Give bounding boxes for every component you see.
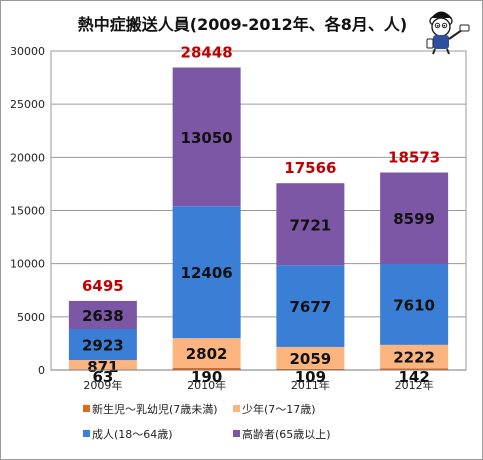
total-label: 17566 [284,159,336,177]
x-tick-label: 2012年 [395,378,434,392]
data-label: 7677 [290,298,332,316]
data-label: 2802 [186,345,228,363]
data-label: 7610 [393,296,435,314]
total-label: 28448 [181,44,233,62]
bar-segment [380,344,449,369]
bar-segment [68,328,137,361]
data-label: 2923 [82,337,124,355]
legend-label: 高齢者(65歳以上) [242,427,331,441]
bar-segment [172,367,241,370]
data-label: 142 [398,368,429,386]
bars-group [68,67,449,370]
data-label: 2222 [393,349,435,367]
bar-segment [380,172,449,264]
y-tick-label: 30000 [10,45,45,58]
legend-swatch [233,430,240,437]
data-label: 63 [92,368,113,386]
y-tick-label: 15000 [10,205,45,218]
legend-label: 成人(18〜64歳) [92,428,173,441]
bar-segment [172,338,241,368]
data-label: 8599 [393,210,435,228]
bar-segment [276,346,345,369]
bar-segment [172,67,241,207]
chart-title: 熱中症搬送人員(2009-2012年、各8月、人) [77,15,408,34]
bar-segment [172,206,241,339]
data-label: 109 [295,368,326,386]
legend: 新生児〜乳幼児(7歳未満) 少年(7〜17歳) 成人(18〜64歳) 高齢者(65歳以… [83,402,331,441]
total-label: 18573 [388,149,440,167]
legend-label: 少年(7〜17歳) [242,402,316,416]
x-tick-label: 2009年 [83,378,122,392]
bar-segment [276,265,345,347]
y-tick-label: 20000 [10,151,45,164]
data-label: 7721 [290,216,332,234]
x-tick-label: 2011年 [291,378,330,392]
y-tick-label: 10000 [10,258,45,271]
x-tick-label: 2010年 [187,378,226,392]
data-label: 13050 [181,129,233,147]
legend-swatch [233,405,240,412]
bar-segment [68,300,137,329]
data-label: 871 [87,358,118,376]
bar-segment [68,360,137,370]
y-tick-label: 5000 [17,311,45,324]
mascot-icon [426,11,470,55]
bar-segment [380,263,449,345]
bar-segment [380,368,449,370]
bar-segment [276,183,345,266]
data-label: 2638 [82,307,124,325]
y-tick-label: 0 [38,364,45,377]
axes-group: 0 5000 10000 15000 20000 25000 30000 2009年 2010年… [10,45,466,392]
total-label: 6495 [82,277,124,295]
legend-swatch [83,430,90,437]
legend-label: 新生児〜乳幼児(7歳未満) [92,402,218,416]
data-label: 2059 [290,350,332,368]
bar-segment [276,368,345,370]
y-tick-label: 25000 [10,98,45,111]
data-label: 12406 [181,264,233,282]
legend-swatch [83,405,90,412]
data-label: 190 [191,368,222,386]
